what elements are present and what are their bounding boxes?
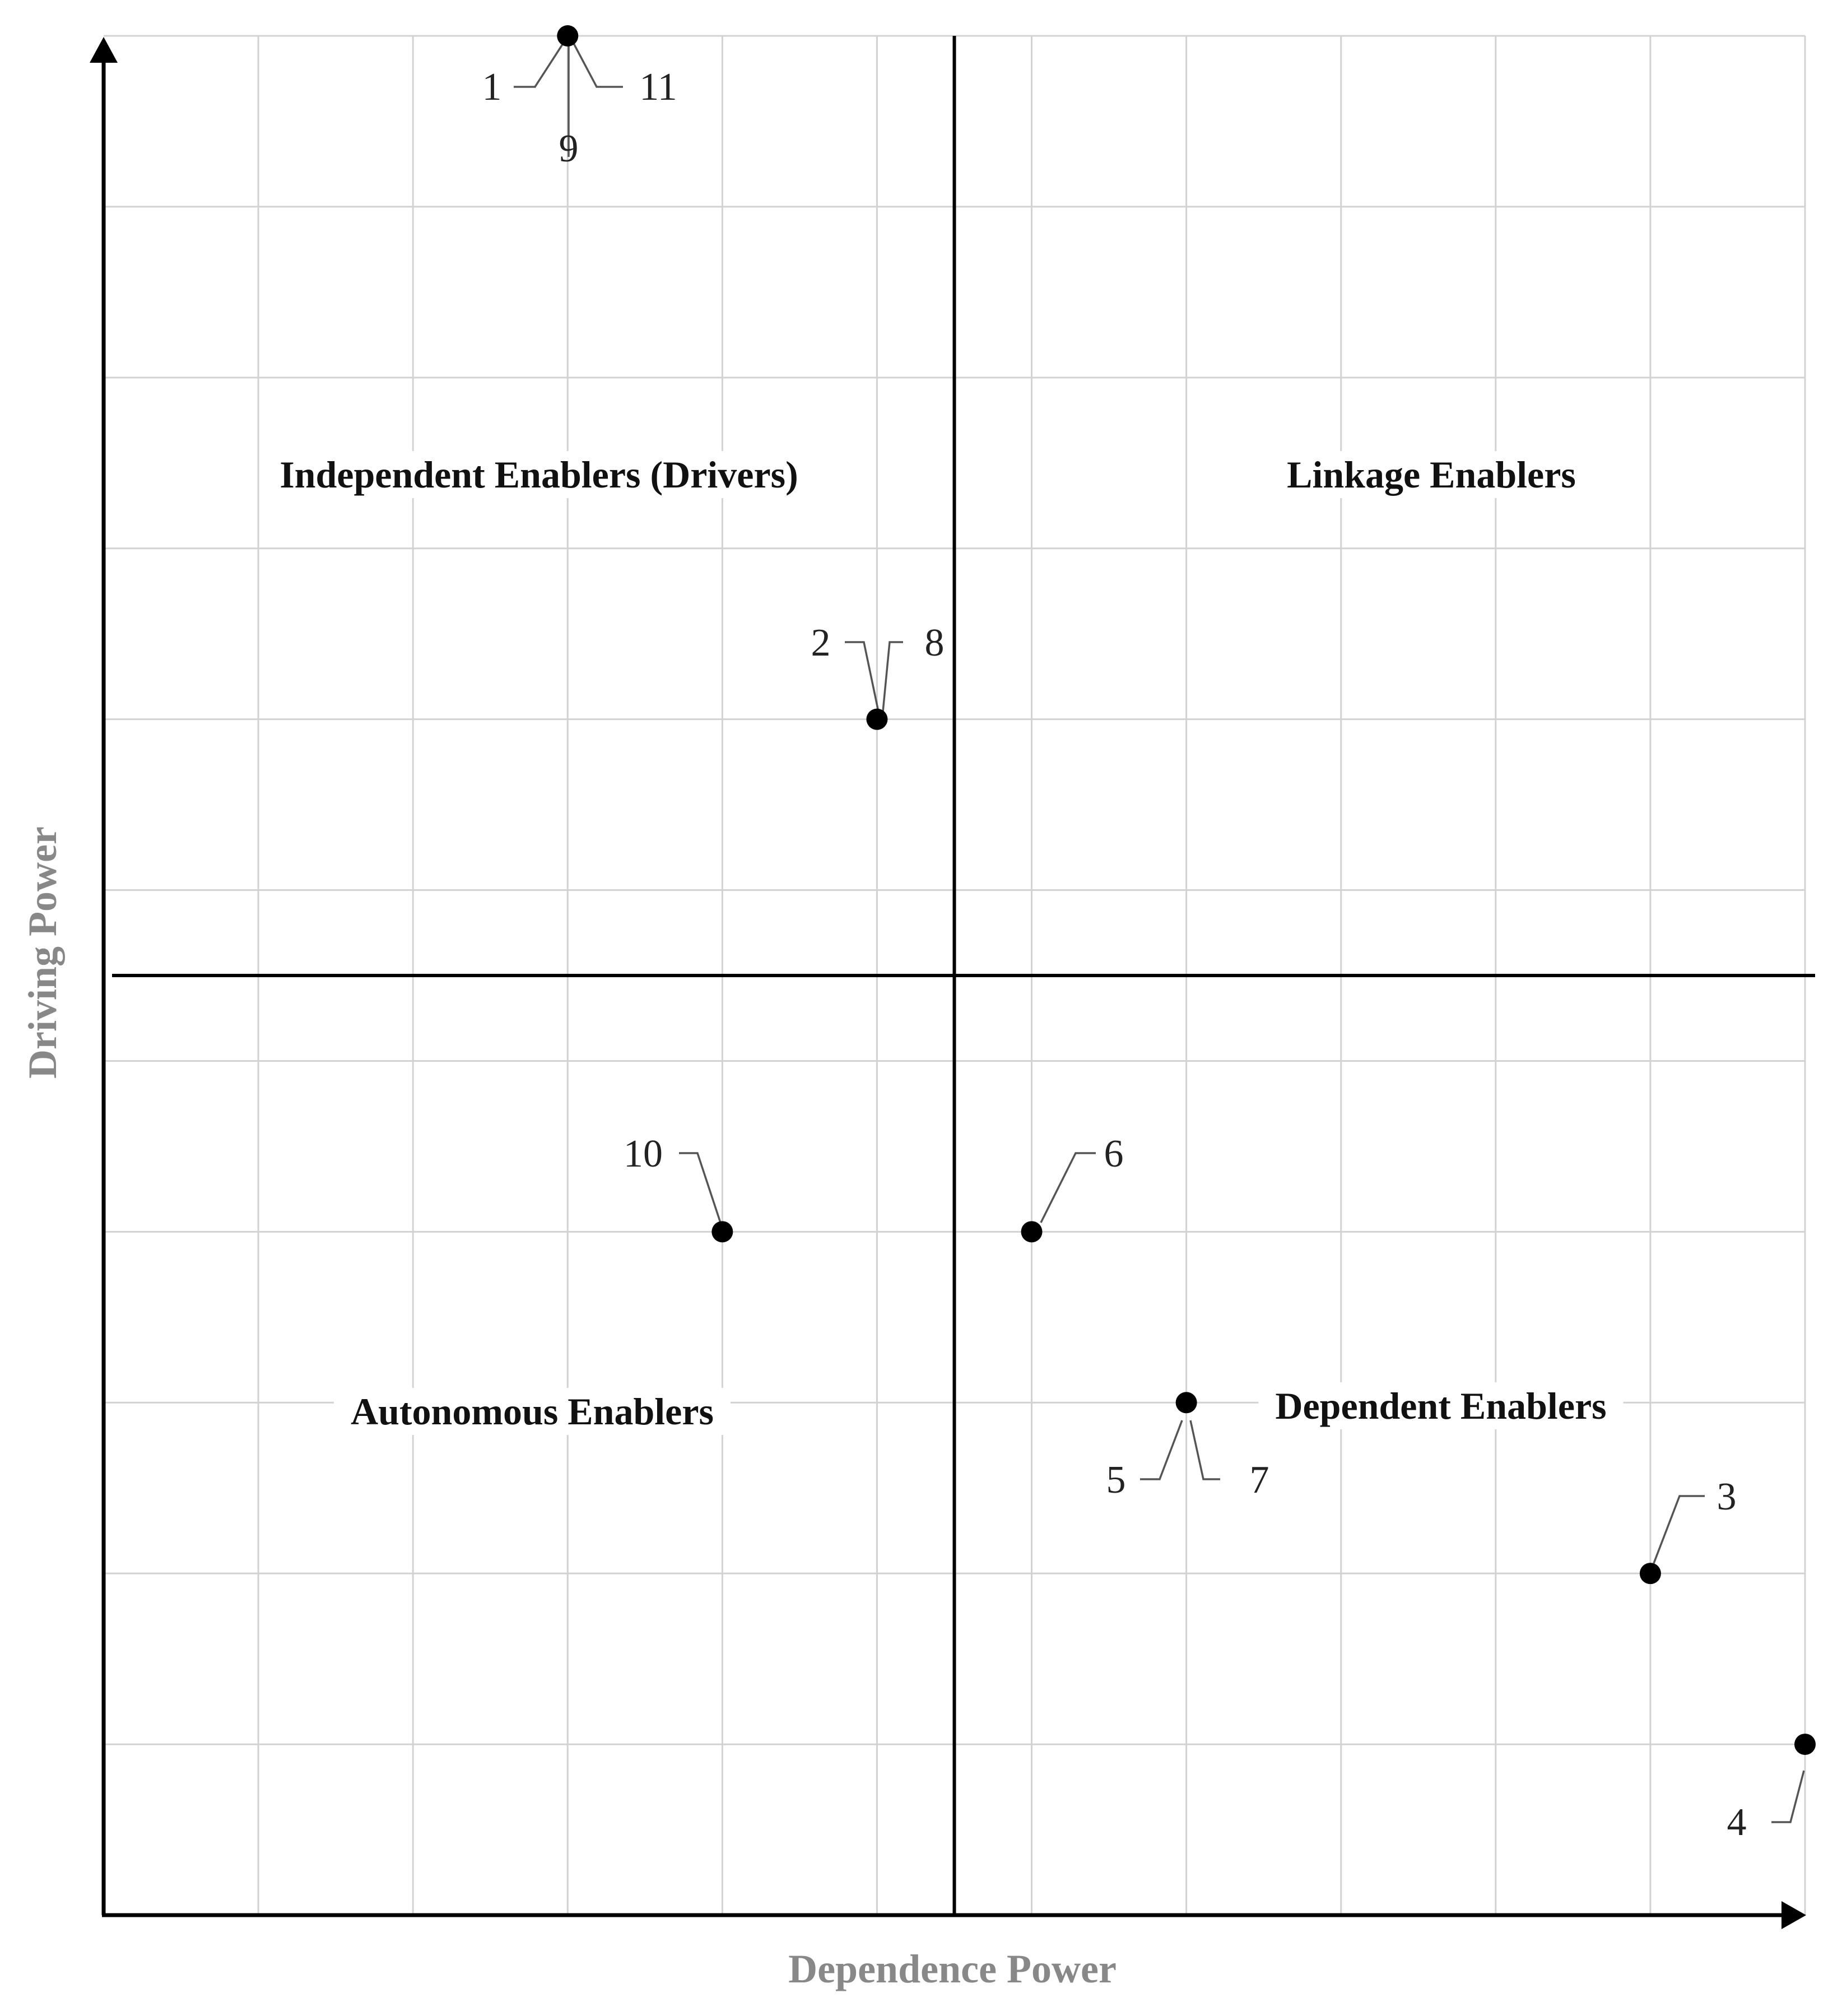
leader-line-10	[679, 1152, 722, 1223]
data-point	[1175, 1392, 1197, 1414]
quadrant-label-dependent: Dependent Enablers	[1275, 1385, 1606, 1427]
point-leader-lines	[514, 39, 1805, 1823]
point-label: 10	[624, 1132, 663, 1176]
x-axis-title: Dependence Power	[788, 1947, 1117, 1991]
quadrant-label-mask	[333, 1388, 731, 1435]
quadrant-label-mask	[1270, 451, 1593, 498]
data-point	[557, 25, 579, 47]
point-label: 8	[925, 621, 945, 665]
leader-line-3	[1653, 1495, 1705, 1564]
data-points	[557, 25, 1816, 1755]
leader-line-1	[514, 39, 567, 88]
point-label: 5	[1106, 1458, 1126, 1502]
point-label: 7	[1250, 1458, 1269, 1502]
quadrant-label-backgrounds	[263, 451, 1624, 1435]
leader-line-6	[1040, 1152, 1096, 1223]
y-axis-arrow-icon	[90, 37, 118, 63]
leader-line-8	[882, 641, 903, 712]
quadrant-label-mask	[263, 451, 815, 498]
leader-line-4	[1771, 1770, 1805, 1823]
leader-line-7	[1189, 1420, 1220, 1480]
data-point	[711, 1221, 733, 1243]
leader-line-5	[1140, 1420, 1183, 1480]
data-point	[1021, 1221, 1043, 1243]
quadrant-label-mask	[1258, 1382, 1624, 1429]
leader-line-2	[845, 641, 880, 712]
point-label: 3	[1717, 1475, 1737, 1518]
quadrant-label-linkage: Linkage Enablers	[1287, 453, 1576, 496]
x-axis-arrow-icon	[1781, 1901, 1806, 1929]
point-label: 2	[811, 621, 831, 665]
leader-line-11	[570, 39, 623, 88]
point-label: 6	[1104, 1132, 1124, 1176]
point-labels: 1 9 11 2 8 3 4 5 7 6 10	[482, 66, 1747, 1844]
point-label: 1	[482, 66, 502, 109]
data-point	[866, 708, 888, 730]
quadrant-label-independent: Independent Enablers (Drivers)	[280, 453, 798, 496]
point-label: 9	[559, 127, 579, 170]
data-point	[1639, 1563, 1661, 1585]
point-label: 11	[639, 66, 677, 109]
point-label: 4	[1727, 1801, 1747, 1844]
quadrant-label-autonomous: Autonomous Enablers	[351, 1390, 714, 1433]
y-axis-title: Driving Power	[20, 826, 65, 1079]
data-point	[1794, 1734, 1816, 1755]
